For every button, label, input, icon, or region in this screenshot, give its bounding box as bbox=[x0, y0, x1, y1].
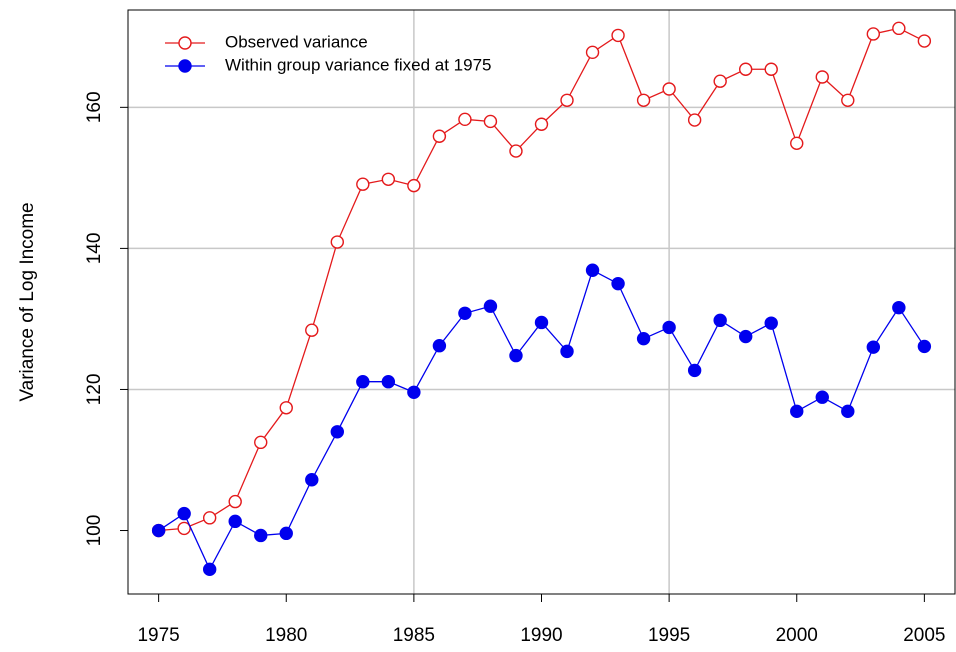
point bbox=[738, 62, 753, 76]
point bbox=[483, 299, 498, 313]
point bbox=[713, 74, 727, 88]
point bbox=[509, 348, 523, 363]
point bbox=[764, 316, 778, 330]
point bbox=[636, 93, 651, 107]
point bbox=[866, 340, 881, 354]
point bbox=[177, 506, 191, 521]
point bbox=[381, 375, 396, 389]
point bbox=[458, 306, 472, 320]
point bbox=[151, 523, 166, 538]
point bbox=[228, 494, 242, 509]
plot-box bbox=[127, 9, 956, 595]
point bbox=[202, 511, 217, 525]
y-tick-label: 120 bbox=[84, 374, 105, 406]
point bbox=[330, 425, 345, 439]
point bbox=[254, 528, 268, 543]
point bbox=[892, 300, 906, 315]
point bbox=[738, 329, 753, 344]
point bbox=[611, 276, 625, 291]
point bbox=[305, 323, 319, 337]
point bbox=[560, 93, 574, 107]
point bbox=[892, 21, 906, 36]
x-tick-label: 1980 bbox=[265, 625, 307, 646]
point bbox=[228, 514, 242, 529]
point bbox=[330, 235, 345, 249]
point bbox=[279, 401, 293, 415]
point bbox=[432, 129, 447, 143]
point bbox=[202, 562, 217, 577]
point bbox=[815, 70, 829, 84]
y-axis-label: Variance of Log Income bbox=[17, 202, 38, 401]
point bbox=[560, 344, 574, 359]
x-tick-label: 1985 bbox=[393, 625, 435, 646]
point bbox=[687, 113, 702, 127]
point bbox=[636, 331, 651, 346]
point bbox=[815, 390, 829, 404]
point bbox=[279, 526, 293, 541]
x-tick-label: 1975 bbox=[137, 625, 179, 646]
point bbox=[687, 363, 702, 378]
point bbox=[662, 320, 676, 335]
legend-label: Within group variance fixed at 1975 bbox=[225, 55, 492, 74]
y-tick-label: 140 bbox=[84, 233, 105, 265]
point bbox=[381, 172, 396, 186]
legend-marker bbox=[178, 36, 192, 50]
series-line bbox=[158, 269, 925, 571]
series-line bbox=[158, 27, 925, 532]
point bbox=[177, 521, 191, 536]
point bbox=[483, 114, 498, 129]
legend-label: Observed variance bbox=[225, 32, 368, 51]
point bbox=[866, 27, 881, 41]
point bbox=[305, 473, 319, 487]
point bbox=[254, 435, 268, 450]
y-tick-label: 100 bbox=[84, 515, 105, 547]
point bbox=[611, 28, 625, 43]
point bbox=[790, 136, 804, 151]
point bbox=[585, 45, 600, 60]
point bbox=[458, 112, 472, 127]
point bbox=[407, 385, 421, 399]
point bbox=[713, 313, 727, 328]
point bbox=[509, 144, 523, 158]
x-tick-label: 1995 bbox=[648, 625, 690, 646]
point bbox=[356, 177, 370, 191]
point bbox=[764, 62, 778, 76]
point bbox=[841, 404, 855, 419]
point bbox=[534, 315, 549, 330]
point bbox=[407, 178, 421, 193]
point bbox=[432, 339, 447, 353]
point bbox=[585, 263, 600, 277]
point bbox=[841, 93, 855, 107]
point bbox=[917, 339, 932, 354]
x-tick-label: 2005 bbox=[903, 625, 945, 646]
point bbox=[662, 82, 676, 96]
x-tick-label: 1990 bbox=[520, 625, 562, 646]
y-tick-label: 160 bbox=[84, 91, 105, 123]
point bbox=[917, 34, 932, 48]
point bbox=[790, 404, 804, 419]
point bbox=[356, 375, 370, 389]
point bbox=[534, 117, 549, 131]
x-tick-label: 2000 bbox=[776, 625, 818, 646]
legend-marker bbox=[178, 59, 192, 73]
